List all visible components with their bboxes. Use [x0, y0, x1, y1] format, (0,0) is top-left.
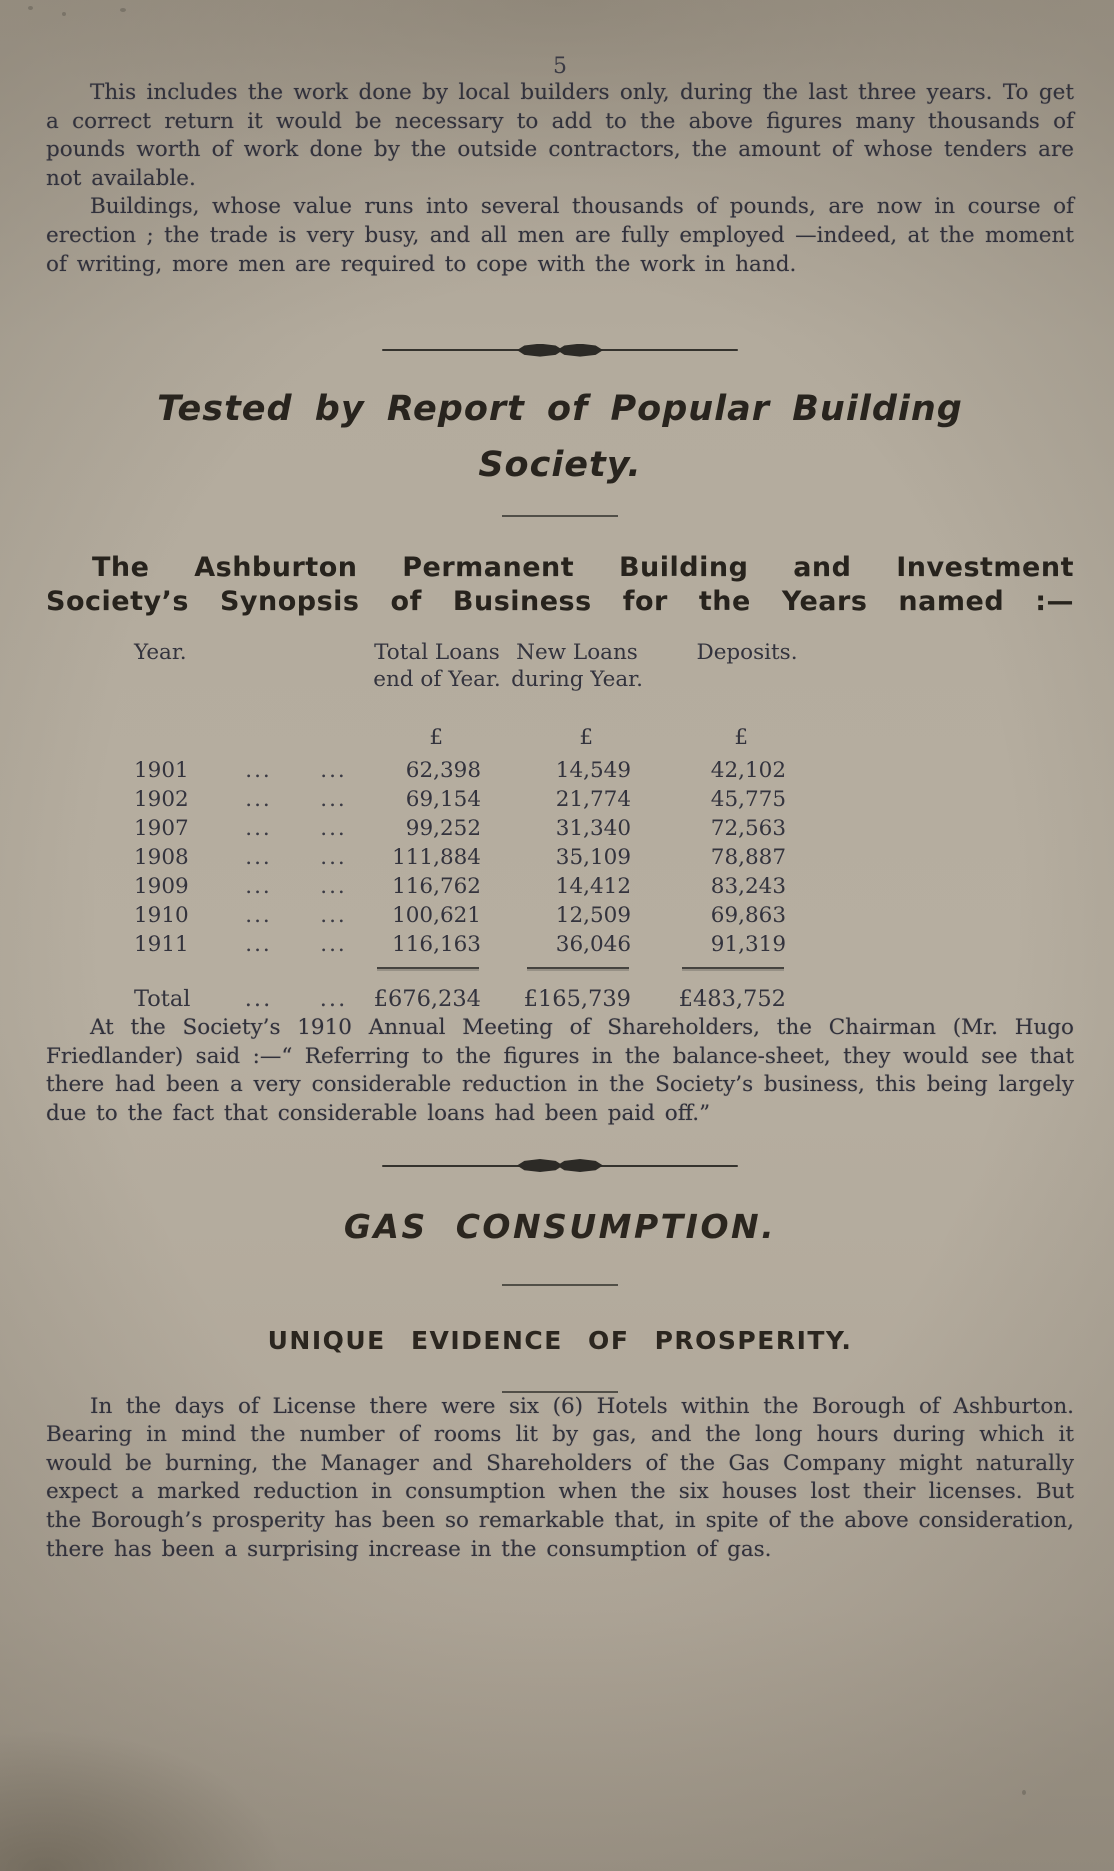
new-loans-cell: 14,549 [555, 758, 631, 784]
column-header-total-loans-line2: end of Year. [373, 667, 501, 693]
section-title-tested-line2: Society. [478, 445, 642, 486]
new-loans-cell: 21,774 [555, 787, 631, 813]
dots-cell: ... [320, 874, 347, 900]
small-divider [502, 1283, 618, 1286]
paper-speck [1022, 1790, 1026, 1795]
table-total-row: Total ... ... £676,234 £165,739 £483,752 [46, 985, 1074, 1014]
year-cell: 1910 [134, 903, 189, 929]
deposits-cell: 72,563 [710, 816, 786, 842]
new-loans-sum: £165,739 [523, 986, 631, 1013]
table-currency-row: £ £ £ [46, 723, 1074, 752]
deposits-cell: 42,102 [710, 758, 786, 784]
currency-symbol: £ [429, 725, 443, 751]
dots-cell: ... [244, 986, 273, 1013]
dots-cell: ... [245, 845, 272, 871]
new-loans-cell: 12,509 [555, 903, 631, 929]
year-cell: 1909 [134, 874, 189, 900]
paper-speck [62, 12, 66, 16]
small-divider [502, 515, 618, 518]
currency-symbol: £ [734, 725, 748, 751]
sum-rule [682, 967, 784, 970]
total-loans-cell: 69,154 [405, 787, 481, 813]
total-loans-cell: 116,163 [392, 932, 481, 958]
paragraph-annual-meeting-quote: At the Society’s 1910 Annual Meeting of … [46, 1015, 1074, 1126]
deposits-cell: 91,319 [710, 932, 786, 958]
dots-cell: ... [320, 758, 347, 784]
sum-rule [377, 967, 479, 970]
column-header-new-loans-line2: during Year. [511, 667, 643, 693]
paragraph-hotels-gas: In the days of License there were six (6… [46, 1393, 1074, 1562]
synopsis-heading-line1: The Ashburton Permanent Building and Inv… [92, 552, 1074, 584]
paper-speck [120, 8, 126, 12]
dots-cell: ... [320, 845, 347, 871]
deposits-cell: 45,775 [710, 787, 786, 813]
table-row: 1902 ... ... 69,154 21,774 45,775 [46, 785, 1074, 814]
year-cell: 1901 [134, 758, 189, 784]
dots-cell: ... [245, 874, 272, 900]
paragraph-builders-work: This includes the work done by local bui… [46, 80, 1074, 191]
divider-ornament-icon [382, 1159, 738, 1173]
table-header: Year. Total Loans end of Year. New Loans… [46, 639, 1074, 701]
total-loans-sum: £676,234 [373, 986, 481, 1013]
subsection-title-unique-evidence: UNIQUE EVIDENCE OF PROSPERITY. [267, 1325, 853, 1355]
table-row: 1909 ... ... 116,762 14,412 83,243 [46, 872, 1074, 901]
deposits-cell: 69,863 [710, 903, 786, 929]
dots-cell: ... [320, 903, 347, 929]
dots-cell: ... [245, 758, 272, 784]
dots-cell: ... [245, 787, 272, 813]
new-loans-cell: 35,109 [555, 845, 631, 871]
new-loans-cell: 36,046 [555, 932, 631, 958]
total-loans-cell: 111,884 [392, 845, 481, 871]
section-title-tested-line1: Tested by Report of Popular Building [157, 389, 963, 430]
year-cell: 1907 [134, 816, 189, 842]
sum-rule [527, 967, 629, 970]
total-loans-cell: 99,252 [405, 816, 481, 842]
divider-ornament-icon [382, 343, 738, 357]
table-total-rules [46, 967, 1074, 970]
total-label: Total [134, 986, 191, 1013]
table-row: 1911 ... ... 116,163 36,046 91,319 [46, 930, 1074, 959]
new-loans-cell: 31,340 [555, 816, 631, 842]
column-header-year: Year. [134, 640, 187, 666]
dots-cell: ... [319, 986, 348, 1013]
section-title-gas-consumption: GAS CONSUMPTION. [343, 1206, 777, 1246]
column-header-deposits: Deposits. [696, 640, 798, 666]
paragraph-buildings-erection: Buildings, whose value runs into several… [46, 194, 1074, 277]
table-row: 1907 ... ... 99,252 31,340 72,563 [46, 814, 1074, 843]
deposits-cell: 83,243 [710, 874, 786, 900]
table-row: 1908 ... ... 111,884 35,109 78,887 [46, 843, 1074, 872]
dots-cell: ... [245, 903, 272, 929]
deposits-sum: £483,752 [678, 986, 786, 1013]
total-loans-cell: 62,398 [405, 758, 481, 784]
dots-cell: ... [320, 787, 347, 813]
dots-cell: ... [320, 816, 347, 842]
synopsis-heading-line2: Society’s Synopsis of Business for the Y… [46, 586, 1074, 618]
dots-cell: ... [245, 816, 272, 842]
column-header-new-loans: New Loans during Year. [507, 639, 647, 693]
synopsis-heading: The Ashburton Permanent Building and Inv… [46, 551, 1074, 619]
page-number: 5 [553, 54, 567, 79]
year-cell: 1911 [134, 932, 189, 958]
new-loans-cell: 14,412 [555, 874, 631, 900]
table-row: 1901 ... ... 62,398 14,549 42,102 [46, 756, 1074, 785]
dots-cell: ... [320, 932, 347, 958]
deposits-cell: 78,887 [710, 845, 786, 871]
year-cell: 1902 [134, 787, 189, 813]
small-divider [502, 1390, 618, 1393]
currency-symbol: £ [579, 725, 593, 751]
page-content: 5 This includes the work done by local b… [46, 0, 1074, 1564]
column-header-new-loans-line1: New Loans [516, 640, 638, 666]
dots-cell: ... [245, 932, 272, 958]
table-row: 1910 ... ... 100,621 12,509 69,863 [46, 901, 1074, 930]
year-cell: 1908 [134, 845, 189, 871]
paper-speck [28, 6, 33, 10]
total-loans-cell: 116,762 [392, 874, 481, 900]
column-header-total-loans: Total Loans end of Year. [367, 639, 507, 693]
column-header-total-loans-line1: Total Loans [374, 640, 500, 666]
total-loans-cell: 100,621 [392, 903, 481, 929]
